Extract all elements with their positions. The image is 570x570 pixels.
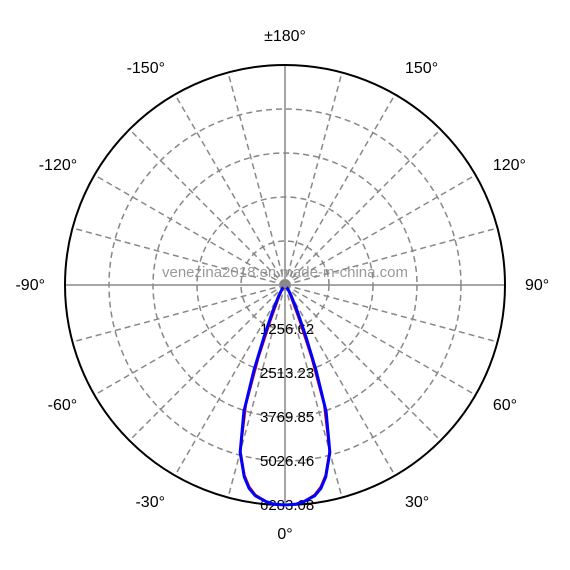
center-dot: [282, 282, 288, 288]
angle-label: -120°: [39, 157, 77, 174]
angle-label: 90°: [525, 277, 549, 294]
angle-label: -150°: [127, 60, 165, 77]
angle-label: 60°: [493, 397, 517, 414]
radial-label: 5026.46: [260, 453, 314, 470]
angle-label: 150°: [405, 60, 438, 77]
polar-chart: ±180° 150° 120° 90° 60° 30° 0° -30° -60° -90° -120…: [0, 0, 570, 570]
angle-label: 30°: [405, 494, 429, 511]
angle-label: -60°: [48, 397, 78, 414]
radial-label: 3769.85: [260, 409, 314, 426]
angle-label: -30°: [135, 494, 165, 511]
angle-label: 120°: [493, 157, 526, 174]
angle-label: -90°: [15, 277, 45, 294]
watermark-text: venezina2018.en.made-in-china.com: [162, 264, 408, 281]
radial-label: 2513.23: [260, 365, 314, 382]
angle-label: 0°: [277, 526, 292, 543]
angle-label: ±180°: [264, 28, 306, 45]
